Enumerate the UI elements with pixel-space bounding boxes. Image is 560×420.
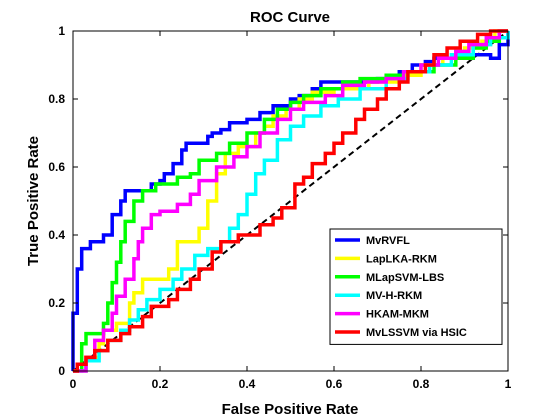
x-tick-label: 0.8 (413, 377, 430, 391)
series-line-6 (73, 29, 508, 373)
legend-label-5: HKAM-MKM (366, 309, 429, 321)
y-axis-label: True Positive Rate (25, 136, 42, 266)
legend-box (329, 228, 503, 345)
series-line-1 (71, 31, 510, 371)
x-tick-label: 0.6 (326, 377, 343, 391)
legend: MvRVFL LapLKA-RKM MLapSVM-LBS MV-H-RKM HKAM-… (329, 228, 503, 345)
x-tick-label: 0.4 (239, 377, 256, 391)
legend-label-3: MLapSVM-LBS (366, 272, 444, 284)
legend-label-2: LapLKA-RKM (366, 253, 437, 265)
legend-label-1: MvRVFL (366, 235, 410, 247)
diagonal-reference-line (72, 30, 509, 372)
y-tick-label: 0.6 (48, 160, 65, 174)
x-tick-label: 0 (70, 377, 77, 391)
series-layer (71, 29, 510, 373)
y-tick-label: 0.2 (48, 296, 65, 310)
y-tick-label: 1 (58, 24, 65, 38)
legend-label-6: MvLSSVM via HSIC (366, 327, 467, 339)
legend-label-4: MV-H-RKM (366, 290, 422, 302)
axes-layer: 0 0.2 0.4 0.6 0.8 1 0 0.2 0.4 0.6 0.8 1 (48, 24, 511, 391)
y-tick-label: 0.8 (48, 92, 65, 106)
y-tick-label: 0 (58, 364, 65, 378)
axes-box (72, 30, 509, 372)
x-axis-label: False Positive Rate (222, 401, 359, 418)
y-tick-label: 0.4 (48, 228, 65, 242)
chart-title: ROC Curve (250, 9, 330, 26)
x-tick-label: 1 (505, 377, 512, 391)
x-tick-label: 0.2 (152, 377, 169, 391)
